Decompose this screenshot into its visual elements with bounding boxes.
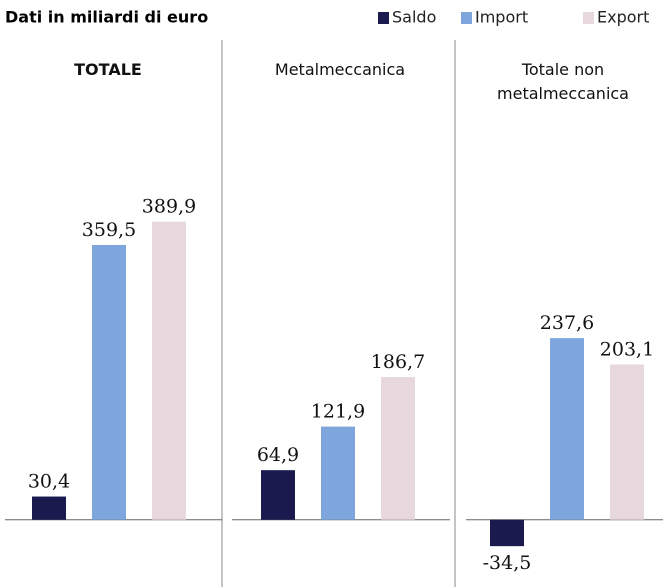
legend-swatch [461, 12, 472, 24]
bar [381, 377, 415, 520]
bar [92, 244, 126, 520]
value-label: 237,6 [540, 312, 594, 334]
legend-label: Import [475, 8, 528, 27]
bar [32, 496, 66, 520]
bar [152, 221, 186, 520]
value-label: 359,5 [82, 219, 136, 241]
legend-label: Saldo [392, 8, 436, 27]
bar [550, 338, 584, 520]
subtitle: Dati in miliardi di euro [5, 8, 208, 27]
category-label: Metalmeccanica [274, 60, 406, 79]
value-label: -34,5 [483, 552, 532, 574]
bar [261, 470, 295, 520]
value-label: 30,4 [28, 471, 70, 493]
value-label: 64,9 [257, 444, 299, 466]
category-label: Totale non metalmeccanica [497, 60, 629, 103]
bar [321, 426, 355, 520]
value-label: 203,1 [600, 339, 654, 361]
value-label: 121,9 [311, 401, 365, 423]
bar [490, 519, 524, 547]
legend-swatch [378, 12, 389, 24]
value-label: 389,9 [142, 196, 196, 218]
legend-swatch [583, 12, 594, 24]
value-label: 186,7 [371, 351, 425, 373]
legend-label: Export [597, 8, 649, 27]
bar [610, 364, 644, 520]
category-label: TOTALE [74, 60, 142, 79]
